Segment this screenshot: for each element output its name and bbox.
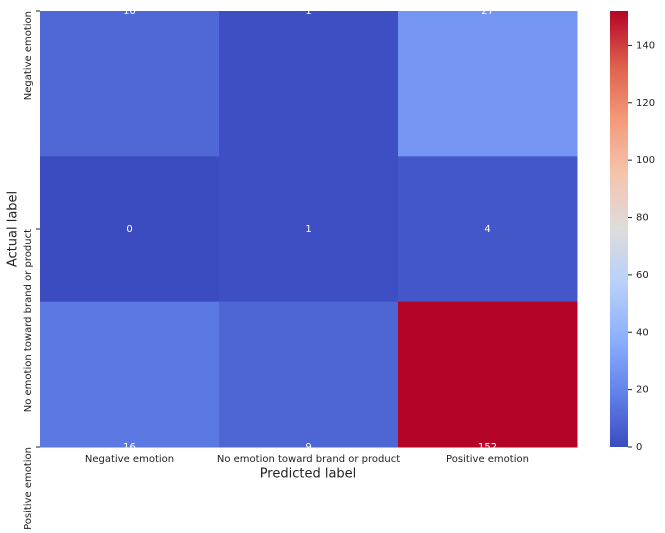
colorbar-tick-label: 20 (636, 385, 649, 396)
cell-annotation: 10 (123, 6, 136, 17)
heatmap-cell (40, 156, 220, 303)
heatmap-cell (219, 301, 399, 448)
colorbar-tick-label: 0 (636, 442, 642, 453)
y-axis-label: Actual label (6, 191, 21, 267)
cell-annotation: 9 (305, 442, 311, 453)
heatmap-cell (398, 11, 578, 157)
colorbar-tick-label: 140 (636, 40, 655, 51)
x-tick-label: Negative emotion (85, 454, 174, 465)
cell-annotation: 0 (126, 224, 132, 235)
heatmap-cell (398, 301, 578, 448)
y-tick-label: Negative emotion (23, 11, 34, 100)
y-tick-label: No emotion toward brand or product (23, 229, 34, 412)
cell-annotation: 4 (484, 224, 490, 235)
heatmap-cell (219, 11, 399, 157)
cell-annotation: 1 (305, 224, 311, 235)
x-tick-label: Positive emotion (446, 454, 529, 465)
heatmap-cell (40, 11, 220, 157)
cell-annotation: 16 (123, 442, 136, 453)
colorbar-tick-label: 40 (636, 327, 649, 338)
cell-annotation: 27 (481, 6, 494, 17)
colorbar-tick-label: 60 (636, 270, 649, 281)
heatmap-cell (398, 156, 578, 303)
y-tick-label: Positive emotion (23, 447, 34, 530)
colorbar-tick-label: 100 (636, 155, 655, 166)
colorbar-tick-label: 80 (636, 213, 649, 224)
cell-annotation: 152 (478, 442, 497, 453)
x-tick-label: No emotion toward brand or product (217, 454, 400, 465)
x-axis-label: Predicted label (260, 467, 357, 482)
colorbar (610, 11, 628, 447)
colorbar-tick-label: 120 (636, 98, 655, 109)
heatmap-cell (219, 156, 399, 303)
heatmap-cell (40, 301, 220, 448)
cell-annotation: 1 (305, 6, 311, 17)
